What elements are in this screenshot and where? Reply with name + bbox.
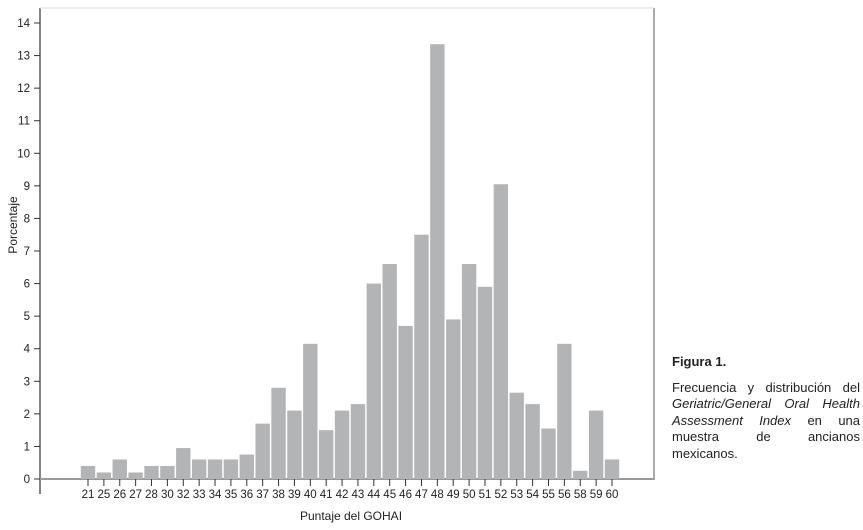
bar-32 bbox=[176, 448, 191, 479]
bar-41 bbox=[318, 430, 334, 479]
x-tick-label: 50 bbox=[463, 489, 476, 501]
y-tick-label: 7 bbox=[24, 246, 30, 258]
x-tick-label: 56 bbox=[558, 489, 571, 501]
x-tick-label: 42 bbox=[336, 489, 349, 501]
x-tick-label: 35 bbox=[225, 489, 238, 501]
y-tick-label: 11 bbox=[18, 116, 30, 128]
x-tick-label: 54 bbox=[526, 489, 539, 501]
x-tick-label: 51 bbox=[479, 489, 492, 501]
bar-37 bbox=[255, 423, 270, 479]
y-tick-label: 14 bbox=[17, 18, 30, 30]
bar-46 bbox=[398, 325, 413, 479]
bar-54 bbox=[525, 404, 540, 479]
caption-text: Frecuencia y distribución del bbox=[672, 379, 860, 395]
caption-text-end: en una muestra de ancianos mexicanos. bbox=[672, 412, 861, 461]
figure-caption: Figura 1. Frecuencia y distribución del … bbox=[672, 354, 860, 462]
x-tick-label: 37 bbox=[256, 489, 269, 501]
caption-body: Frecuencia y distribución del Geriatric/… bbox=[672, 380, 860, 463]
x-tick-label: 53 bbox=[510, 489, 523, 501]
x-tick-label: 52 bbox=[494, 489, 507, 501]
bar-53 bbox=[509, 392, 524, 479]
caption-italic-text: Geriatric/General Oral Health Assessment… bbox=[672, 396, 860, 428]
bar-36 bbox=[239, 454, 254, 479]
y-tick-label: 0 bbox=[24, 474, 30, 486]
x-tick-label: 34 bbox=[209, 489, 222, 501]
bar-59 bbox=[588, 410, 604, 479]
x-tick-label: 45 bbox=[383, 489, 396, 501]
x-tick-label: 58 bbox=[574, 489, 587, 501]
bar-43 bbox=[350, 404, 366, 479]
bar-34 bbox=[207, 459, 223, 479]
y-tick-label: 10 bbox=[17, 148, 30, 160]
x-tick-label: 33 bbox=[193, 489, 206, 501]
bar-45 bbox=[382, 264, 397, 479]
bar-38 bbox=[271, 387, 286, 479]
bar-39 bbox=[287, 410, 302, 479]
x-axis-label: Puntaje del GOHAI bbox=[300, 509, 402, 523]
bar-50 bbox=[461, 264, 477, 479]
bar-40 bbox=[303, 343, 318, 479]
bar-27 bbox=[128, 472, 143, 479]
x-tick-label: 60 bbox=[606, 489, 619, 501]
bars bbox=[80, 44, 620, 480]
x-tick-label: 36 bbox=[240, 489, 253, 501]
y-tick-label: 1 bbox=[24, 441, 30, 453]
y-tick-label: 4 bbox=[24, 344, 31, 356]
x-tick-label: 59 bbox=[590, 489, 603, 501]
x-tick-label: 48 bbox=[431, 489, 444, 501]
x-tick-label: 47 bbox=[415, 489, 428, 501]
bar-21 bbox=[80, 465, 96, 479]
bar-56 bbox=[557, 343, 572, 479]
bar-30 bbox=[160, 465, 175, 479]
x-tick-label: 40 bbox=[304, 489, 317, 501]
bar-25 bbox=[96, 472, 112, 479]
bar-49 bbox=[446, 319, 461, 479]
y-tick-label: 5 bbox=[24, 311, 30, 323]
x-tick-label: 46 bbox=[399, 489, 412, 501]
y-tick-label: 9 bbox=[24, 181, 30, 193]
x-tick-label: 43 bbox=[352, 489, 365, 501]
y-tick-label: 2 bbox=[24, 409, 30, 421]
y-tick-label: 3 bbox=[24, 376, 30, 388]
bar-44 bbox=[366, 283, 382, 479]
x-tick-label: 55 bbox=[542, 489, 555, 501]
x-tick-label: 38 bbox=[272, 489, 285, 501]
y-tick-label: 8 bbox=[24, 213, 30, 225]
x-tick-label: 30 bbox=[161, 489, 174, 501]
x-tick-label: 27 bbox=[129, 489, 142, 501]
x-tick-label: 25 bbox=[97, 489, 110, 501]
bar-42 bbox=[334, 410, 350, 479]
caption-title: Figura 1. bbox=[672, 354, 727, 369]
x-tick-label: 28 bbox=[145, 489, 158, 501]
y-axis-label: Porcentaje bbox=[6, 196, 20, 254]
x-tick-label: 44 bbox=[367, 489, 380, 501]
bar-60 bbox=[604, 459, 620, 479]
x-tick-label: 41 bbox=[320, 489, 333, 501]
y-tick-label: 13 bbox=[17, 51, 30, 63]
bar-48 bbox=[430, 44, 445, 480]
bar-47 bbox=[414, 234, 429, 479]
bar-28 bbox=[144, 465, 159, 479]
bar-51 bbox=[477, 286, 493, 479]
bar-58 bbox=[573, 470, 588, 479]
x-tick-label: 32 bbox=[177, 489, 190, 501]
bar-52 bbox=[493, 184, 509, 479]
bar-55 bbox=[541, 428, 556, 479]
bar-26 bbox=[112, 459, 127, 479]
x-tick-label: 26 bbox=[113, 489, 126, 501]
x-tick-label: 39 bbox=[288, 489, 301, 501]
x-tick-label: 21 bbox=[82, 489, 95, 501]
y-tick-label: 12 bbox=[17, 83, 30, 95]
y-tick-label: 6 bbox=[24, 279, 30, 291]
x-tick-label: 49 bbox=[447, 489, 460, 501]
bar-33 bbox=[191, 459, 207, 479]
bar-35 bbox=[223, 459, 239, 479]
